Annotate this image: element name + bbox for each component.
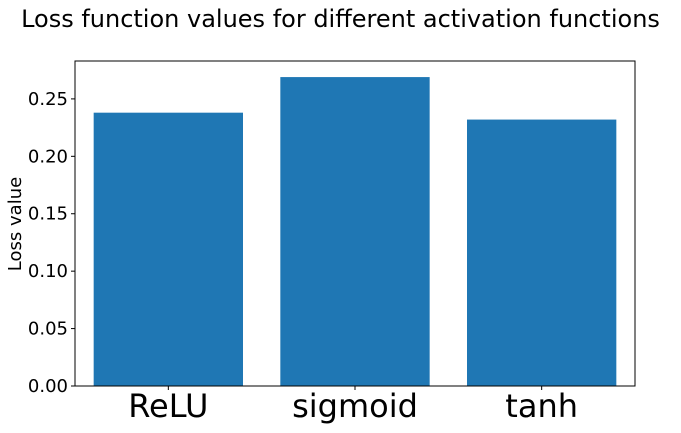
y-tick-label: 0.20: [28, 146, 68, 167]
y-tick-label: 0.05: [28, 319, 68, 340]
y-tick-label: 0.10: [28, 261, 68, 282]
y-tick-label: 0.00: [28, 376, 68, 397]
y-tick-label: 0.15: [28, 204, 68, 225]
x-axis-ticks: ReLU sigmoid tanh: [128, 386, 578, 425]
plot-frame: [74, 60, 636, 387]
bar-relu: [93, 112, 243, 387]
x-tick-label: ReLU: [128, 387, 208, 425]
x-tick-label: sigmoid: [292, 387, 418, 425]
chart-title: Loss function values for different activ…: [21, 5, 660, 33]
bar-tanh: [467, 119, 617, 386]
y-axis-ticks: 0.00 0.05 0.10 0.15 0.20 0.25: [28, 89, 75, 397]
x-tick-label: tanh: [505, 387, 578, 425]
bar-sigmoid: [280, 77, 430, 386]
y-axis-label: Loss value: [5, 177, 26, 271]
y-tick-label: 0.25: [28, 89, 68, 110]
bars-group: [93, 77, 617, 387]
